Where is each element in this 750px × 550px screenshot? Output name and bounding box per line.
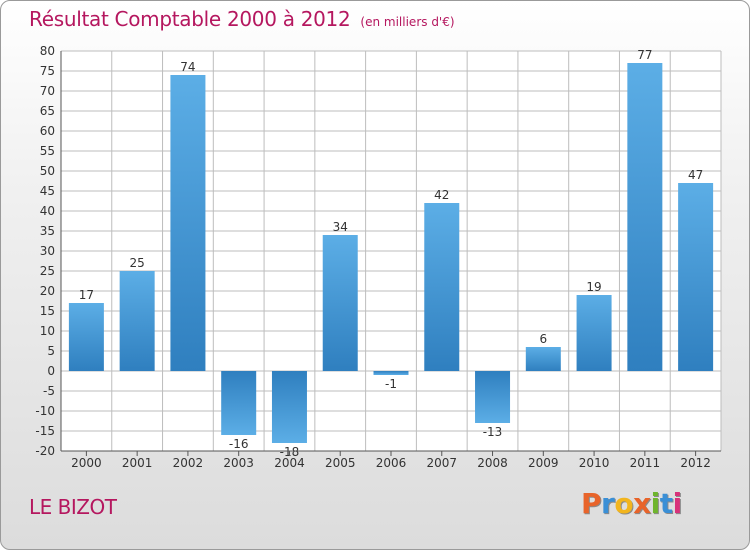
logo-letter: o [614, 487, 634, 520]
bar-2002 [170, 75, 206, 371]
x-tick-label: 2009 [528, 456, 559, 470]
x-tick-label: 2010 [579, 456, 610, 470]
proxiti-logo[interactable]: Proxiti [581, 487, 682, 520]
bar-2004 [271, 371, 307, 443]
logo-letter: x [633, 487, 651, 520]
x-tick-label: 2003 [223, 456, 254, 470]
x-tick-label: 2000 [71, 456, 102, 470]
y-tick-label: 60 [40, 124, 55, 138]
bar-2011 [627, 63, 663, 371]
y-tick-label: 30 [40, 244, 55, 258]
x-tick-label: 2011 [630, 456, 661, 470]
bar-2008 [475, 371, 511, 423]
bar-2009 [525, 347, 561, 371]
bar-2010 [576, 295, 612, 371]
y-tick-label: 75 [40, 64, 55, 78]
x-tick-label: 2012 [680, 456, 711, 470]
data-label: -16 [229, 437, 249, 451]
logo-letter: i [650, 487, 661, 520]
data-label: 47 [688, 168, 703, 182]
x-tick-label: 2001 [122, 456, 153, 470]
bar-2006 [373, 371, 409, 375]
y-tick-label: 25 [40, 264, 55, 278]
y-tick-label: -10 [35, 404, 55, 418]
y-tick-label: 20 [40, 284, 55, 298]
bar-2003 [221, 371, 257, 435]
title-text: Résultat Comptable 2000 à 2012 [29, 7, 351, 31]
data-label: 25 [130, 256, 145, 270]
y-tick-label: 45 [40, 184, 55, 198]
x-tick-label: 2002 [173, 456, 204, 470]
y-tick-label: 55 [40, 144, 55, 158]
y-tick-label: 50 [40, 164, 55, 178]
bar-2012 [678, 183, 714, 371]
x-tick-label: 2007 [426, 456, 457, 470]
y-tick-label: 0 [47, 364, 55, 378]
y-tick-label: 80 [40, 44, 55, 58]
y-tick-label: 70 [40, 84, 55, 98]
bar-2005 [322, 235, 358, 371]
data-label: 17 [79, 288, 94, 302]
data-label: 19 [586, 280, 601, 294]
logo-letter: i [672, 487, 683, 520]
y-tick-label: 40 [40, 204, 55, 218]
y-tick-label: 65 [40, 104, 55, 118]
logo-letter: t [659, 487, 673, 520]
y-tick-label: 35 [40, 224, 55, 238]
x-tick-label: 2008 [477, 456, 508, 470]
data-label: 74 [180, 60, 195, 74]
bar-2007 [424, 203, 460, 371]
x-tick-label: 2005 [325, 456, 356, 470]
logo-letter: P [581, 487, 602, 520]
x-tick-label: 2004 [274, 456, 305, 470]
logo-letter: r [601, 487, 615, 520]
data-label: -1 [385, 377, 397, 391]
y-tick-label: -20 [35, 444, 55, 458]
y-tick-label: 10 [40, 324, 55, 338]
data-label: 42 [434, 188, 449, 202]
y-tick-label: 5 [47, 344, 55, 358]
y-tick-label: -15 [35, 424, 55, 438]
x-tick-label: 2006 [376, 456, 407, 470]
data-label: 34 [333, 220, 348, 234]
commune-name: LE BIZOT [29, 495, 117, 519]
data-label: -13 [483, 425, 503, 439]
data-label: 6 [539, 332, 547, 346]
chart-title: Résultat Comptable 2000 à 2012 (en millie… [29, 7, 455, 31]
chart-subtitle: (en milliers d'€) [360, 15, 455, 29]
y-tick-label: 15 [40, 304, 55, 318]
bar-2000 [68, 303, 104, 371]
bar-2001 [119, 271, 155, 371]
y-tick-label: -5 [43, 384, 55, 398]
data-label: 77 [637, 48, 652, 62]
